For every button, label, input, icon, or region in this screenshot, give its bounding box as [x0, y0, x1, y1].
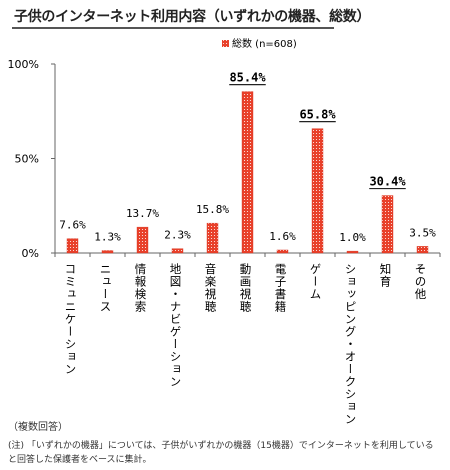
legend-label: 総数 (n=608): [232, 37, 297, 50]
category-label-7: 電子書籍: [274, 263, 288, 313]
category-label-1: コミュニケーション: [64, 263, 78, 376]
y-tick-label: 50%: [15, 153, 39, 166]
bar-5: [206, 222, 219, 254]
note-multiple-answer: （複数回答）: [8, 422, 68, 433]
bar-3: [136, 226, 149, 254]
axes: 0% 50% 100%: [8, 58, 441, 260]
value-label-8: 65.8%: [299, 108, 336, 122]
y-tick-label: 100%: [8, 58, 39, 71]
bar-11: [416, 246, 429, 254]
note-line-1: (注) 「いずれかの機器」については、子供がいずれかの機器（15機器）でインター…: [8, 441, 434, 451]
bar-7: [276, 249, 289, 254]
value-label-9: 1.0%: [339, 231, 366, 244]
legend: 総数 (n=608): [222, 37, 297, 50]
value-label-1: 7.6%: [59, 219, 86, 232]
value-label-7: 1.6%: [269, 230, 296, 243]
category-label-10: 知育: [379, 262, 393, 288]
chart-title: 子供のインターネット利用内容（いずれかの機器、総数）: [14, 9, 371, 25]
value-label-4: 2.3%: [164, 229, 191, 242]
category-labels: コミュニケーション ニュース 情報検索 地図・ナビゲーション 音楽視聴 動画視聴 電子書籍 ゲ…: [64, 262, 428, 425]
category-label-5: 音楽視聴: [204, 262, 218, 313]
bar-4: [171, 248, 184, 254]
value-label-10: 30.4%: [369, 175, 406, 189]
category-label-11: その他: [414, 263, 428, 301]
category-label-4: 地図・ナビゲーション: [169, 263, 183, 388]
y-tick-label: 0%: [22, 247, 39, 260]
category-label-6: 動画視聴: [239, 262, 253, 313]
bar-9: [346, 250, 359, 254]
bars: [66, 91, 429, 254]
category-label-8: ゲーム: [309, 263, 323, 301]
value-label-5: 15.8%: [196, 203, 229, 216]
value-label-2: 1.3%: [94, 231, 121, 244]
title-underline: [12, 27, 334, 29]
value-label-3: 13.7%: [126, 207, 159, 220]
note-line-2: と回答した保護者をベースに集計。: [8, 455, 152, 465]
category-label-2: ニュース: [99, 263, 113, 313]
bar-6: [241, 91, 254, 254]
bar-8: [311, 128, 324, 254]
bar-2: [101, 250, 114, 254]
value-label-11: 3.5%: [409, 226, 436, 239]
bar-10: [381, 195, 394, 254]
value-labels: 7.6% 1.3% 13.7% 2.3% 15.8% 85.4% 1.6% 65.8% 1.0%…: [59, 71, 436, 245]
bar-1: [66, 238, 79, 254]
value-label-6: 85.4%: [229, 71, 266, 85]
category-label-3: 情報検索: [134, 263, 148, 313]
category-label-9: ショッピング・オークション: [344, 263, 358, 426]
legend-swatch: [222, 40, 229, 47]
